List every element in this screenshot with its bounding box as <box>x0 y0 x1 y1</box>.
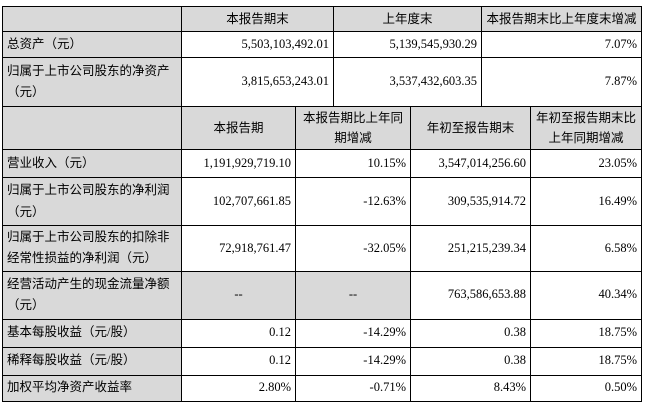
value-cell: 309,535,914.72 <box>410 177 531 226</box>
value-cell: 3,547,014,256.60 <box>410 149 531 178</box>
value-cell: 3,815,653,243.01 <box>181 57 334 107</box>
value-cell: 0.12 <box>181 318 296 348</box>
value-cell: 18.75% <box>530 346 642 376</box>
value-cell: 0.12 <box>181 346 296 376</box>
row-label: 经营活动产生的现金流量净额（元） <box>2 270 182 320</box>
row-label: 加权平均净资产收益率 <box>2 374 182 402</box>
value-cell: 7.07% <box>481 31 642 58</box>
value-cell: 5,503,103,492.01 <box>181 31 334 58</box>
col-header-period-yoy-change: 本报告期比上年同期增减 <box>295 106 411 150</box>
col-header-ytd-yoy-change: 年初至报告期末比上年同期增减 <box>530 106 642 150</box>
key-indicators-table-group: 本报告期末 上年度末 本报告期末比上年度末增减 总资产（元） 5,503,103… <box>2 6 642 402</box>
value-cell: 6.58% <box>530 225 642 272</box>
table-row-net-profit: 归属于上市公司股东的净利润（元） 102,707,661.85 -12.63% … <box>2 177 642 226</box>
table-header-row: 本报告期末 上年度末 本报告期末比上年度末增减 <box>2 6 642 32</box>
value-cell: 251,215,239.34 <box>410 225 531 272</box>
period-end-summary-table: 本报告期末 上年度末 本报告期末比上年度末增减 总资产（元） 5,503,103… <box>2 6 642 107</box>
table-row-net-assets: 归属于上市公司股东的净资产（元） 3,815,653,243.01 3,537,… <box>2 57 642 107</box>
table-row-basic-eps: 基本每股收益（元/股） 0.12 -14.29% 0.38 18.75% <box>2 318 642 348</box>
na-cell: -- <box>181 270 296 320</box>
table-header-row: 本报告期 本报告期比上年同期增减 年初至报告期末 年初至报告期末比上年同期增减 <box>2 106 642 150</box>
value-cell: 5,139,545,930.29 <box>333 31 482 58</box>
col-header-current-period-end: 本报告期末 <box>181 6 334 32</box>
row-label: 归属于上市公司股东的净利润（元） <box>2 177 182 226</box>
value-cell: 102,707,661.85 <box>181 177 296 226</box>
value-cell: 8.43% <box>410 374 531 402</box>
value-cell: 3,537,432,603.35 <box>333 57 482 107</box>
value-cell: -0.71% <box>295 374 411 402</box>
table-row-operating-revenue: 营业收入（元） 1,191,929,719.10 10.15% 3,547,01… <box>2 149 642 178</box>
value-cell: 7.87% <box>481 57 642 107</box>
value-cell: -14.29% <box>295 346 411 376</box>
value-cell: -12.63% <box>295 177 411 226</box>
na-cell: -- <box>295 270 411 320</box>
row-label: 稀释每股收益（元/股） <box>2 346 182 376</box>
value-cell: 10.15% <box>295 149 411 178</box>
value-cell: 40.34% <box>530 270 642 320</box>
value-cell: 72,918,761.47 <box>181 225 296 272</box>
table-row-diluted-eps: 稀释每股收益（元/股） 0.12 -14.29% 0.38 18.75% <box>2 346 642 376</box>
row-label: 总资产（元） <box>2 31 182 58</box>
col-header-ytd: 年初至报告期末 <box>410 106 531 150</box>
value-cell: 0.38 <box>410 346 531 376</box>
reporting-period-summary-table: 本报告期 本报告期比上年同期增减 年初至报告期末 年初至报告期末比上年同期增减 … <box>2 106 642 402</box>
value-cell: -14.29% <box>295 318 411 348</box>
row-label: 基本每股收益（元/股） <box>2 318 182 348</box>
value-cell: 18.75% <box>530 318 642 348</box>
col-header-current-period: 本报告期 <box>181 106 296 150</box>
corner-cell <box>2 6 182 32</box>
col-header-prior-year-end: 上年度末 <box>333 6 482 32</box>
value-cell: 2.80% <box>181 374 296 402</box>
row-label: 归属于上市公司股东的扣除非经常性损益的净利润（元） <box>2 225 182 272</box>
row-label: 归属于上市公司股东的净资产（元） <box>2 57 182 107</box>
value-cell: 23.05% <box>530 149 642 178</box>
value-cell: -32.05% <box>295 225 411 272</box>
value-cell: 0.50% <box>530 374 642 402</box>
value-cell: 1,191,929,719.10 <box>181 149 296 178</box>
value-cell: 16.49% <box>530 177 642 226</box>
table-row-net-profit-excl-nonrecurring: 归属于上市公司股东的扣除非经常性损益的净利润（元） 72,918,761.47 … <box>2 225 642 272</box>
col-header-change-vs-prior-year-end: 本报告期末比上年度末增减 <box>481 6 642 32</box>
value-cell: 763,586,653.88 <box>410 270 531 320</box>
corner-cell <box>2 106 182 150</box>
table-row-operating-cash-flow: 经营活动产生的现金流量净额（元） -- -- 763,586,653.88 40… <box>2 270 642 320</box>
table-row-total-assets: 总资产（元） 5,503,103,492.01 5,139,545,930.29… <box>2 31 642 58</box>
table-row-weighted-avg-roe: 加权平均净资产收益率 2.80% -0.71% 8.43% 0.50% <box>2 374 642 402</box>
value-cell: 0.38 <box>410 318 531 348</box>
row-label: 营业收入（元） <box>2 149 182 178</box>
